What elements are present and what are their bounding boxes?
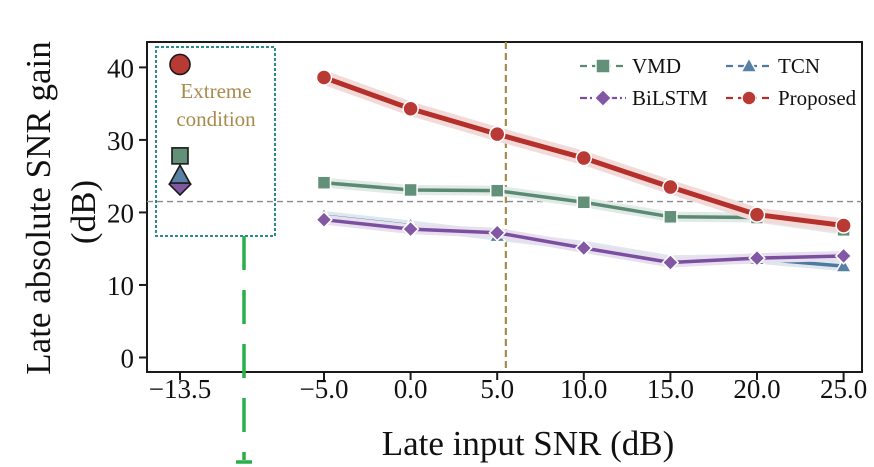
data-point-bilstm-4	[661, 253, 680, 272]
x-tick-label: 15.0	[647, 374, 694, 404]
data-point-vmd-1	[403, 182, 418, 198]
y-tick-label: 40	[107, 53, 134, 83]
series-proposed	[315, 69, 852, 234]
x-tick-label: 0.0	[394, 374, 428, 404]
data-point-proposed-2	[488, 125, 506, 143]
y-axis-ticks: 0 10 20 30 40	[107, 53, 147, 373]
extreme-point-vmd	[171, 147, 189, 165]
data-point-vmd-2	[489, 183, 505, 198]
series-bilstm	[315, 210, 853, 272]
y-axis-label-line1: Late absolute SNR gain	[19, 41, 58, 374]
legend-item-tcn: TCN	[726, 54, 820, 78]
data-point-proposed-0	[315, 69, 333, 86]
legend-label-vmd: VMD	[632, 54, 681, 78]
data-point-proposed-1	[402, 100, 419, 117]
data-point-vmd-3	[576, 195, 592, 210]
legend-marker-bilstm	[593, 88, 613, 108]
data-point-bilstm-3	[574, 239, 593, 257]
series-layer	[315, 69, 853, 273]
legend-marker-proposed	[741, 90, 757, 106]
legend-item-bilstm: BiLSTM	[580, 86, 708, 110]
extreme-point-proposed	[169, 53, 191, 76]
y-tick-label: 10	[107, 271, 134, 301]
data-point-proposed-5	[748, 206, 766, 223]
legend: VMD TCN BiLSTM Proposed	[580, 54, 857, 110]
x-axis-label: Late input SNR (dB)	[382, 424, 675, 463]
data-point-bilstm-5	[748, 249, 766, 267]
y-axis-label-line2: (dB)	[64, 180, 103, 244]
data-point-proposed-6	[835, 217, 852, 234]
data-point-bilstm-1	[401, 220, 420, 238]
axes-box	[146, 41, 863, 373]
data-point-vmd-4	[663, 209, 678, 225]
legend-item-vmd: VMD	[580, 54, 681, 78]
x-tick-label: 25.0	[820, 374, 867, 404]
data-point-proposed-4	[662, 178, 679, 196]
legend-label-bilstm: BiLSTM	[632, 86, 708, 110]
extreme-point-tcn	[168, 163, 192, 184]
y-tick-label: 30	[107, 126, 134, 156]
data-point-proposed-3	[575, 149, 593, 167]
x-tick-label: −13.5	[149, 374, 211, 404]
extreme-condition-box	[155, 46, 276, 237]
extreme-markers	[168, 53, 192, 197]
legend-marker-vmd	[595, 58, 611, 74]
x-axis-ticks: −13.5 −5.0 0.0 5.0 10.0 15.0 20.0 25.0	[149, 372, 867, 404]
extreme-condition-label-line2: condition	[176, 107, 256, 131]
data-point-bilstm-6	[834, 247, 853, 265]
legend-label-tcn: TCN	[778, 54, 820, 78]
y-tick-label: 20	[107, 198, 134, 228]
data-point-tcn-6	[834, 256, 853, 273]
data-point-vmd-0	[316, 175, 332, 190]
extreme-condition-label-line1: Extreme	[180, 79, 251, 103]
y-tick-label: 0	[121, 343, 135, 373]
legend-label-proposed: Proposed	[778, 86, 857, 110]
x-tick-label: 20.0	[733, 374, 780, 404]
x-tick-label: −5.0	[300, 374, 349, 404]
x-tick-label: 10.0	[560, 374, 607, 404]
legend-marker-tcn	[740, 56, 758, 73]
legend-item-proposed: Proposed	[726, 86, 857, 110]
data-point-bilstm-0	[315, 210, 333, 229]
plot-frame	[146, 41, 863, 373]
x-tick-label: 5.0	[480, 374, 514, 404]
data-point-bilstm-2	[488, 223, 507, 242]
